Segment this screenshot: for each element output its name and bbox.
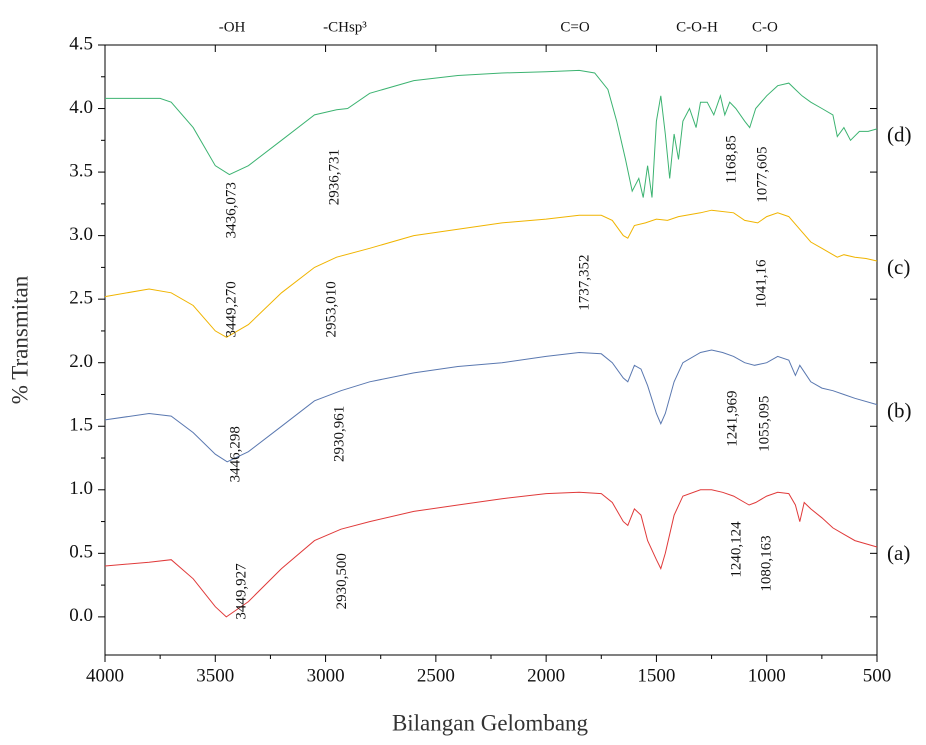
peak-label: 3449,927	[233, 563, 249, 620]
group-label: -CHsp³	[323, 19, 367, 35]
group-label: C-O-H	[676, 19, 718, 35]
series-label: (c)	[887, 255, 910, 279]
y-tick-label: 0.5	[69, 542, 93, 563]
series-label: (b)	[887, 398, 912, 422]
group-label: C=O	[560, 19, 589, 35]
peak-label: 1241,969	[724, 391, 740, 447]
peak-label: 1080,163	[758, 535, 774, 591]
series-label: (d)	[887, 123, 912, 147]
x-axis-title: Bilangan Gelombang	[392, 710, 589, 735]
y-tick-label: 1.5	[69, 415, 93, 436]
group-label: C-O	[752, 19, 778, 35]
spectrum-line	[104, 489, 878, 618]
peak-label: 1168,85	[724, 135, 740, 183]
y-tick-label: 4.5	[69, 33, 93, 54]
spectrum-line	[104, 349, 878, 463]
peak-label: 2936,731	[326, 149, 342, 205]
peak-label: 3436,073	[223, 182, 239, 238]
group-label: -OH	[219, 19, 246, 35]
y-tick-label: 2.5	[69, 288, 93, 309]
x-tick-label: 3500	[196, 665, 234, 686]
y-tick-label: 2.0	[69, 351, 93, 372]
y-tick-label: 0.0	[69, 605, 93, 626]
x-tick-label: 4000	[86, 665, 124, 686]
peak-label: 2930,961	[331, 406, 347, 462]
x-tick-label: 3000	[307, 665, 345, 686]
x-tick-label: 2000	[527, 665, 565, 686]
series-label: (a)	[887, 541, 910, 565]
spectrum-line	[105, 69, 878, 198]
peak-label: 1077,605	[754, 147, 770, 203]
y-tick-label: 3.0	[69, 224, 93, 245]
peak-label: 1041,16	[754, 259, 770, 308]
peak-label: 1240,124	[728, 521, 744, 578]
y-tick-label: 4.0	[69, 97, 93, 118]
y-tick-label: 3.5	[69, 160, 93, 181]
x-tick-label: 1000	[748, 665, 786, 686]
peak-label: 2953,010	[323, 281, 339, 337]
y-axis-title: % Transmitan	[7, 275, 32, 404]
x-tick-label: 500	[863, 665, 892, 686]
peak-label: 1737,352	[576, 255, 592, 311]
peak-label: 3449,270	[223, 281, 239, 337]
y-tick-label: 1.0	[69, 478, 93, 499]
peak-label: 2930,500	[334, 553, 350, 609]
x-tick-label: 2500	[417, 665, 455, 686]
x-tick-label: 1500	[637, 665, 675, 686]
peak-label: 3446,298	[227, 426, 243, 482]
spectrum-line	[104, 209, 878, 338]
peak-label: 1055,095	[756, 396, 772, 452]
